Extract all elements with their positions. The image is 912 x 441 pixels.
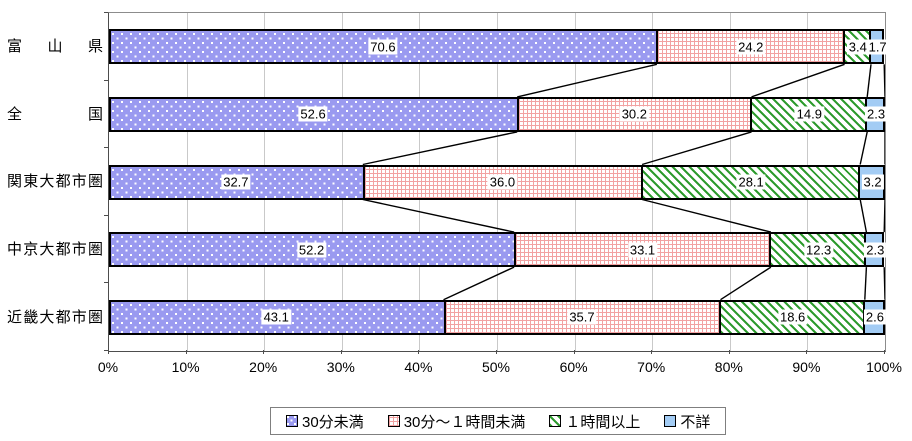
x-axis-label: 20%: [249, 359, 278, 375]
y-axis-tick: [104, 79, 108, 81]
series-line: [883, 199, 885, 233]
value-label: 3.4: [846, 39, 869, 55]
series-line: [720, 266, 772, 301]
series-line: [866, 64, 872, 97]
legend-item: １時間以上: [549, 411, 640, 432]
value-label: 2.3: [865, 106, 888, 122]
x-axis-tick: [884, 350, 885, 354]
legend-item: 30分未満: [286, 411, 364, 432]
category-label: 全国: [7, 80, 103, 148]
category-label-text: 近畿大都市圏: [7, 308, 103, 326]
value-label: 52.6: [298, 106, 328, 122]
bar-row: [109, 232, 885, 268]
legend-marker-pink-grid: [387, 415, 400, 427]
category-label-text: 全国: [7, 105, 103, 123]
value-label: 43.1: [261, 309, 291, 325]
category-label: 富山県: [7, 12, 103, 80]
bar-segment: [517, 98, 751, 130]
series-line: [883, 64, 885, 97]
value-label: 1.7: [866, 39, 889, 55]
legend-label: 30分～１時間未満: [403, 413, 526, 431]
bar-segment: [641, 166, 859, 198]
category-label: 近畿大都市圏: [7, 282, 103, 350]
x-axis-label: 30%: [326, 359, 355, 375]
x-axis-tick: [573, 350, 575, 354]
x-axis-label: 0%: [97, 359, 119, 375]
legend-marker-lightblue: [664, 415, 677, 427]
series-line: [859, 199, 868, 233]
y-axis-tick: [104, 282, 108, 284]
series-line: [517, 63, 658, 98]
x-axis-tick: [728, 350, 730, 354]
legend-marker-green-diag: [549, 415, 562, 427]
value-label: 24.2: [736, 39, 766, 55]
legend-label: 30分未満: [302, 413, 364, 431]
value-label: 52.2: [296, 242, 327, 258]
value-label: 2.3: [864, 242, 887, 258]
series-line: [883, 267, 885, 300]
value-label: 2.6: [863, 309, 886, 325]
value-label: 18.6: [777, 309, 808, 325]
series-line: [362, 198, 515, 233]
category-label-text: 関東大都市圏: [7, 173, 103, 191]
x-axis-tick: [806, 350, 808, 354]
x-axis-label: 80%: [714, 359, 743, 375]
category-label: 中京大都市圏: [7, 215, 103, 283]
plot-area: 70.6 24.2 3.4 1.7 52.6 30.2 14.9 2.3 32.7 36.0 28.…: [108, 12, 889, 352]
x-axis-tick: [418, 350, 420, 354]
series-line: [864, 267, 868, 300]
x-axis-label: 50%: [481, 359, 511, 375]
x-axis-tick: [496, 350, 497, 354]
bar-segment: [656, 31, 843, 63]
value-label: 28.1: [736, 174, 766, 190]
legend-label: 不詳: [680, 413, 711, 431]
value-label: 14.9: [794, 106, 824, 122]
legend-item: 30分～１時間未満: [387, 411, 526, 432]
bar-segment: [443, 301, 720, 333]
y-axis-tick: [104, 350, 108, 351]
series-line: [362, 131, 518, 166]
bar-row: [109, 96, 885, 132]
x-axis-label: 100%: [866, 359, 902, 375]
value-label: 32.7: [221, 174, 251, 190]
x-axis-label: 40%: [404, 359, 433, 375]
value-label: 36.0: [487, 174, 518, 190]
value-label: 70.6: [368, 39, 398, 55]
x-axis-tick: [651, 350, 653, 354]
value-label: 12.3: [803, 242, 834, 258]
value-label: 35.7: [567, 309, 597, 325]
value-label: 30.2: [619, 106, 649, 122]
bar-row: [109, 299, 885, 335]
x-axis-tick: [263, 350, 265, 354]
category-label-text: 富山県: [7, 38, 103, 56]
x-axis-label: 60%: [559, 359, 588, 375]
series-line: [641, 131, 752, 166]
x-axis-label: 70%: [637, 359, 666, 375]
legend: 30分未満 30分～１時間未満 １時間以上 不詳: [270, 407, 727, 435]
series-line: [443, 266, 515, 301]
y-axis-tick: [104, 147, 108, 149]
x-axis-label: 90%: [792, 359, 821, 375]
category-label-text: 中京大都市圏: [7, 241, 103, 259]
legend-label: １時間以上: [565, 413, 641, 431]
series-line: [641, 198, 772, 233]
y-axis-tick: [104, 12, 108, 13]
x-axis-label: 10%: [171, 359, 200, 375]
legend-marker-blue-dots: [286, 415, 298, 427]
x-axis-tick: [108, 350, 109, 354]
value-label: 33.1: [627, 242, 658, 258]
x-axis-tick: [185, 350, 187, 354]
value-label: 3.2: [861, 174, 884, 190]
series-line: [751, 63, 845, 98]
y-axis-tick: [104, 214, 108, 216]
category-label: 関東大都市圏: [7, 147, 103, 215]
legend-item: 不詳: [664, 411, 710, 432]
series-line: [859, 131, 868, 165]
x-axis-tick: [340, 350, 342, 354]
bar-row: [109, 29, 885, 65]
